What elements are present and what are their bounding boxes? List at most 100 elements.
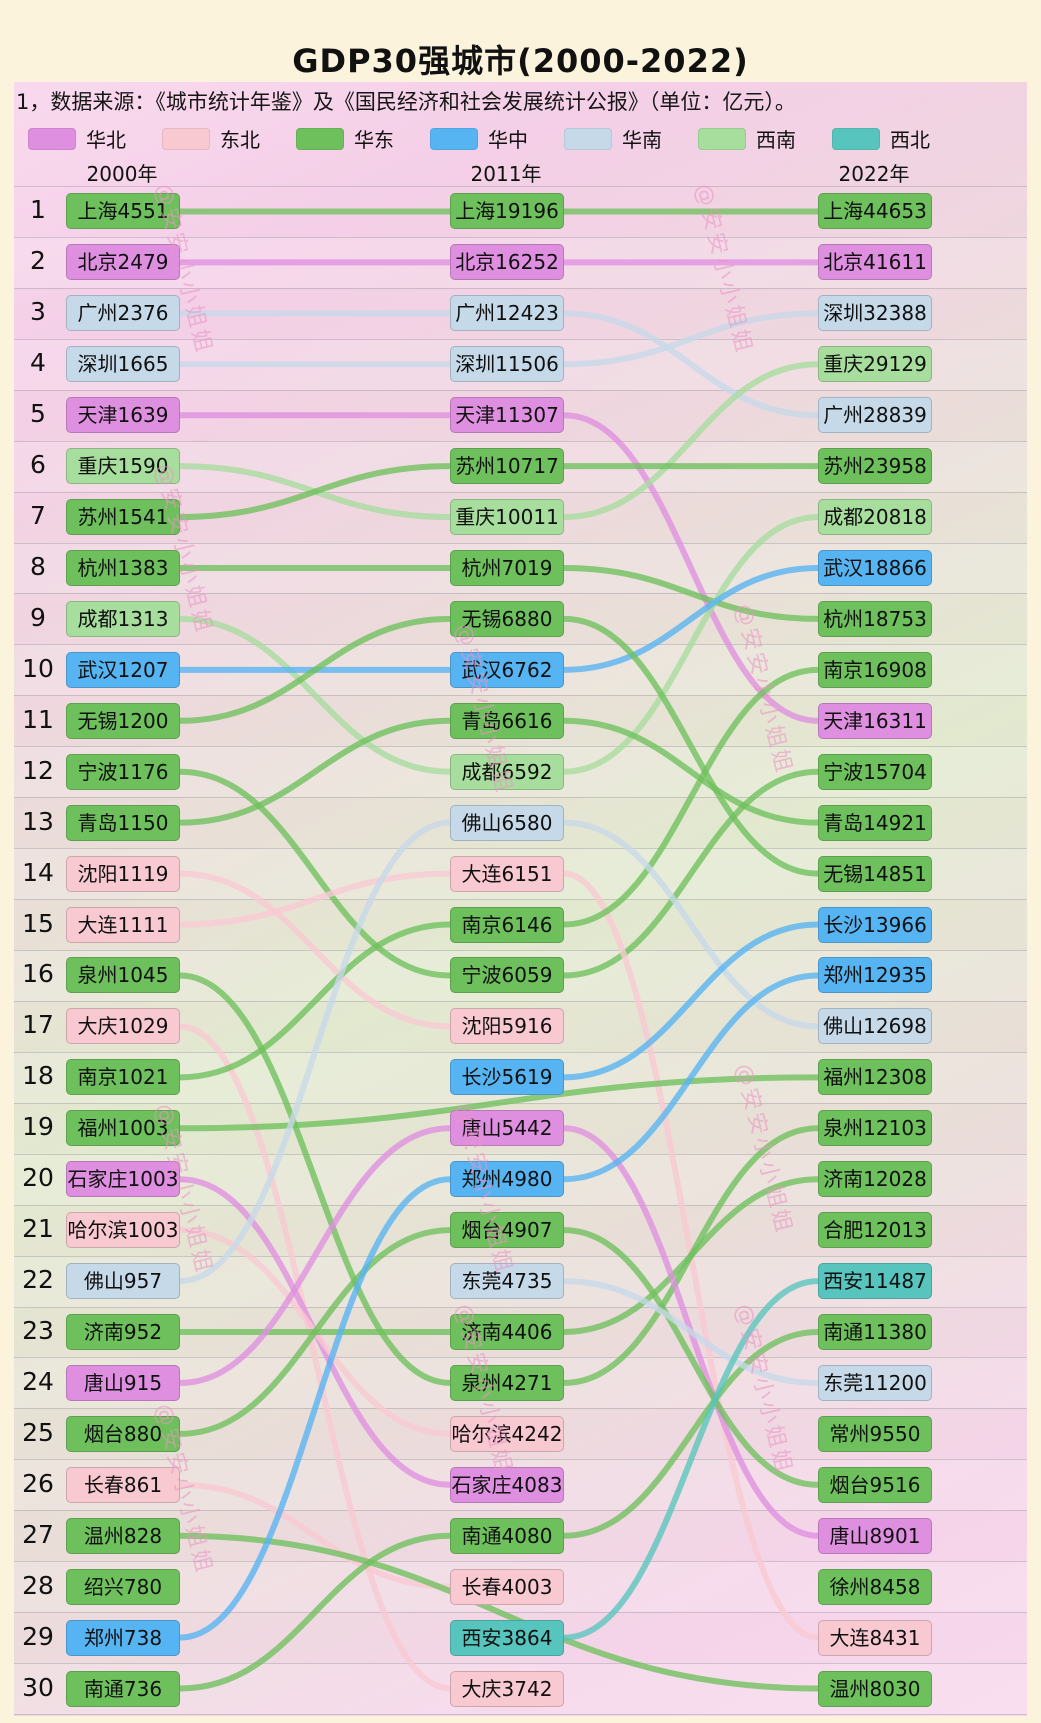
city-cell-重庆-2011年: 重庆10011: [450, 499, 564, 536]
city-cell-青岛-2000年: 青岛1150: [66, 804, 180, 841]
legend-swatch: [430, 127, 478, 150]
city-cell-福州-2000年: 福州1003: [66, 1110, 180, 1147]
city-cell-石家庄-2000年: 石家庄1003: [66, 1161, 180, 1198]
row-stripe: [14, 1612, 1027, 1663]
rank-label: 17: [22, 1010, 54, 1040]
legend-swatch: [698, 127, 746, 150]
bump-line-烟台: [561, 1227, 821, 1488]
city-cell-福州-2022年: 福州12308: [818, 1059, 932, 1096]
legend-label: 华北: [86, 128, 126, 152]
bump-line-东莞: [561, 1278, 821, 1386]
rank-label: 3: [30, 297, 46, 327]
bump-line-济南: [561, 1176, 821, 1335]
city-cell-济南-2022年: 济南12028: [818, 1161, 932, 1198]
rank-label: 18: [22, 1061, 54, 1091]
city-cell-烟台-2000年: 烟台880: [66, 1415, 180, 1452]
legend-item-华中: 华中: [430, 124, 528, 153]
city-cell-温州-2022年: 温州8030: [818, 1670, 932, 1707]
city-cell-北京-2011年: 北京16252: [450, 244, 564, 281]
city-cell-宁波-2022年: 宁波15704: [818, 753, 932, 790]
column-header-2022年: 2022年: [838, 162, 910, 186]
legend-swatch: [832, 127, 880, 150]
row-stripe: [14, 1102, 1027, 1154]
city-cell-泉州-2022年: 泉州12103: [818, 1110, 932, 1147]
city-cell-合肥-2022年: 合肥12013: [818, 1212, 932, 1249]
city-cell-深圳-2000年: 深圳1665: [66, 346, 180, 383]
legend-label: 华中: [488, 128, 528, 152]
city-cell-上海-2000年: 上海4551: [66, 193, 180, 230]
city-cell-泉州-2000年: 泉州1045: [66, 957, 180, 994]
bump-line-南通: [177, 1532, 453, 1692]
bump-line-大连: [177, 870, 453, 928]
city-cell-徐州-2022年: 徐州8458: [818, 1568, 932, 1605]
row-stripe: [14, 491, 1027, 543]
bump-line-成都: [561, 514, 821, 775]
bump-line-苏州: [177, 463, 453, 521]
rank-label: 4: [30, 348, 46, 378]
legend-swatch: [162, 127, 210, 150]
row-stripe: [14, 1000, 1027, 1052]
bump-line-武汉: [561, 565, 821, 673]
city-cell-唐山-2000年: 唐山915: [66, 1364, 180, 1401]
bump-line-烟台: [177, 1227, 453, 1437]
rank-label: 10: [22, 653, 54, 683]
city-cell-北京-2022年: 北京41611: [818, 244, 932, 281]
city-cell-大庆-2000年: 大庆1029: [66, 1008, 180, 1045]
rank-label: 15: [22, 908, 54, 938]
city-cell-唐山-2011年: 唐山5442: [450, 1110, 564, 1147]
row-stripe: [14, 899, 1027, 950]
city-cell-郑州-2000年: 郑州738: [66, 1619, 180, 1656]
city-cell-南京-2000年: 南京1021: [66, 1059, 180, 1096]
rank-label: 23: [22, 1316, 54, 1345]
row-stripe: [14, 1204, 1027, 1256]
rank-label: 6: [30, 450, 46, 480]
row-stripe: [14, 186, 1027, 237]
bump-line-无锡: [561, 615, 821, 877]
city-cell-烟台-2022年: 烟台9516: [818, 1466, 932, 1503]
city-cell-西安-2011年: 西安3864: [450, 1619, 564, 1656]
rank-label: 19: [22, 1112, 54, 1142]
rank-label: 21: [22, 1214, 54, 1244]
city-cell-沈阳-2011年: 沈阳5916: [450, 1008, 564, 1045]
row-stripe: [14, 389, 1027, 441]
legend-label: 西北: [890, 128, 930, 152]
rank-label: 9: [30, 602, 46, 632]
city-cell-深圳-2022年: 深圳32388: [818, 295, 932, 332]
rank-label: 14: [22, 857, 54, 887]
city-cell-无锡-2000年: 无锡1200: [66, 702, 180, 739]
city-cell-无锡-2011年: 无锡6880: [450, 600, 564, 637]
legend-item-西北: 西北: [832, 124, 930, 153]
legend-label: 西南: [756, 128, 796, 152]
bump-line-佛山: [177, 819, 453, 1285]
city-cell-唐山-2022年: 唐山8901: [818, 1517, 932, 1554]
city-cell-青岛-2022年: 青岛14921: [818, 804, 932, 841]
city-cell-武汉-2011年: 武汉6762: [450, 651, 564, 688]
chart-panel: 1，数据来源：《城市统计年鉴》及《国民经济和社会发展统计公报》（单位：亿元）。 …: [14, 82, 1027, 1716]
bump-line-郑州: [177, 1176, 453, 1641]
rank-label: 24: [22, 1366, 54, 1396]
legend-swatch: [564, 127, 612, 150]
rank-label: 1: [30, 195, 46, 225]
city-cell-杭州-2000年: 杭州1383: [66, 550, 180, 586]
row-stripe: [14, 287, 1027, 339]
city-cell-大庆-2011年: 大庆3742: [450, 1670, 564, 1707]
bump-line-温州: [177, 1532, 821, 1692]
legend-item-西南: 西南: [698, 124, 796, 153]
city-cell-郑州-2022年: 郑州12935: [818, 957, 932, 994]
city-cell-上海-2011年: 上海19196: [450, 193, 564, 230]
links-layer: [177, 208, 821, 1692]
city-cell-石家庄-2011年: 石家庄4083: [450, 1466, 564, 1503]
rank-label: 7: [30, 501, 46, 531]
city-cell-大连-2000年: 大连1111: [66, 906, 180, 943]
city-cell-苏州-2000年: 苏州1541: [66, 499, 180, 536]
bump-line-无锡: [177, 615, 453, 724]
rank-label: 12: [22, 755, 54, 785]
city-cell-北京-2000年: 北京2479: [66, 244, 180, 281]
city-cell-南通-2022年: 南通11380: [818, 1314, 932, 1350]
city-cell-济南-2000年: 济南952: [66, 1314, 180, 1350]
city-cell-温州-2000年: 温州828: [66, 1517, 180, 1554]
city-cell-武汉-2000年: 武汉1207: [66, 651, 180, 688]
rank-label: 27: [22, 1519, 54, 1549]
bump-line-长春: [177, 1481, 453, 1590]
city-cell-长春-2011年: 长春4003: [450, 1568, 564, 1605]
